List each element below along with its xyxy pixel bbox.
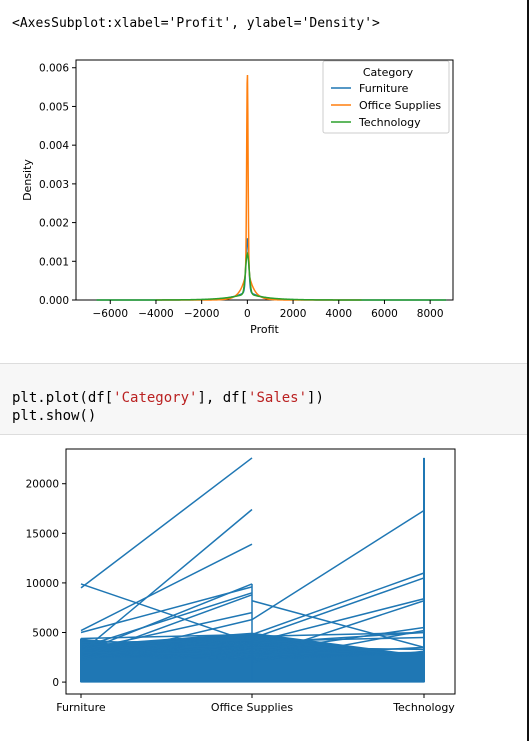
sales-line xyxy=(80,586,253,634)
sales-line xyxy=(80,508,253,653)
sales-line xyxy=(251,600,425,649)
code-line-2: plt.show() xyxy=(12,408,97,424)
sales-line xyxy=(251,572,425,636)
code-string: 'Sales' xyxy=(248,390,308,406)
x-tick-label: −6000 xyxy=(93,308,129,320)
y-tick-label: 0 xyxy=(52,677,59,689)
x-axis-label: Profit xyxy=(250,323,279,336)
y-tick-label: 10000 xyxy=(26,578,59,590)
y-tick-label: 15000 xyxy=(26,528,59,540)
sales-chart: 0 5000 10000 15000 20000 Furniture Office Supp… xyxy=(26,448,456,714)
y-tick-label: 5000 xyxy=(32,628,59,640)
y-axis-label: Density xyxy=(21,159,34,201)
legend-entry: Technology xyxy=(358,116,421,129)
x-tick-label: Technology xyxy=(392,701,455,714)
legend-box xyxy=(322,60,450,134)
x-tick-label: 8000 xyxy=(417,308,444,320)
sales-line xyxy=(251,509,425,621)
sales-line xyxy=(80,543,253,632)
sales-line xyxy=(80,651,253,656)
x-tick-label: 4000 xyxy=(325,308,352,320)
sales-line xyxy=(80,457,253,589)
x-tick-label: 6000 xyxy=(371,308,398,320)
y-tick-label: 0.006 xyxy=(39,63,69,75)
x-tick-label: 0 xyxy=(244,308,251,320)
sales-line xyxy=(80,583,253,654)
legend-entry: Office Supplies xyxy=(359,99,441,112)
sales-line xyxy=(251,631,425,638)
legend-title: Category xyxy=(363,66,414,79)
sales-line xyxy=(251,629,425,663)
x-tick-label: Furniture xyxy=(56,701,106,714)
legend-entry: Furniture xyxy=(359,82,409,95)
sales-line xyxy=(251,651,425,656)
sales-line xyxy=(251,577,425,640)
code-token: ]) xyxy=(307,390,324,406)
y-tick-label: 0.005 xyxy=(39,101,69,113)
sales-line xyxy=(251,646,425,658)
y-tick-label: 0.003 xyxy=(39,179,69,191)
sales-line xyxy=(80,592,253,649)
code-line-1: plt.plot(df['Category'], df['Sales']) xyxy=(12,390,324,406)
x-tick-label: Office Supplies xyxy=(211,701,293,714)
y-tick-label: 0.000 xyxy=(39,295,69,307)
cell-output-text: <AxesSubplot:xlabel='Profit', ylabel='De… xyxy=(12,16,380,31)
code-cell[interactable]: plt.plot(df['Category'], df['Sales']) pl… xyxy=(0,363,527,435)
x-tick-label: 2000 xyxy=(280,308,307,320)
sales-line xyxy=(251,626,425,654)
y-tick-label: 0.001 xyxy=(39,256,69,268)
kde-chart: −6000 −4000 −2000 0 2000 4000 6000 8000 0.000 0.0… xyxy=(21,59,454,336)
sales-line xyxy=(80,594,253,659)
code-string: 'Category' xyxy=(113,390,198,406)
sales-line xyxy=(80,639,253,644)
sales-line xyxy=(80,611,253,652)
series-line-technology xyxy=(96,251,447,301)
code-token: ], df[ xyxy=(197,390,249,406)
sales-line xyxy=(80,618,253,662)
sales-line xyxy=(80,643,253,649)
y-tick-label: 20000 xyxy=(26,479,59,491)
x-tick-label: −2000 xyxy=(184,308,220,320)
x-tick-label: −4000 xyxy=(138,308,174,320)
sales-line xyxy=(251,631,425,645)
y-tick-label: 0.002 xyxy=(39,218,69,230)
y-tick-label: 0.004 xyxy=(39,140,69,152)
sales-line xyxy=(80,583,253,644)
code-token: plt.plot(df[ xyxy=(12,390,114,406)
